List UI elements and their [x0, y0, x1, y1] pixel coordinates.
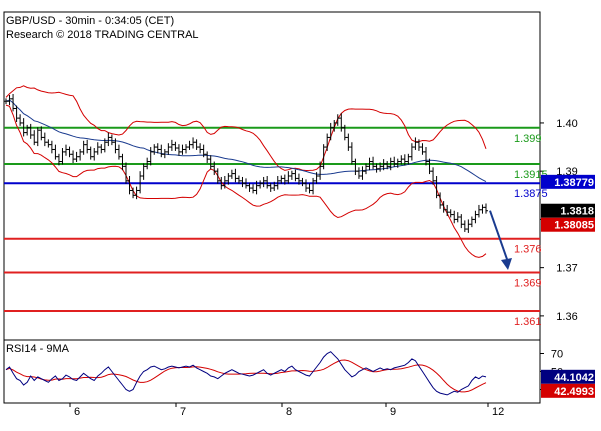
rsi-tag-label: 44.1042: [554, 372, 594, 384]
level-label: 1.361: [514, 316, 542, 328]
price-tag-box: [541, 174, 595, 189]
chart-title: GBP/USD - 30min - 0:34:05 (CET): [6, 15, 174, 27]
rsi-tags: 44.1042 42.4993: [541, 369, 595, 398]
rsi-title: RSI14 - 9MA: [6, 343, 70, 355]
rsi-line: [5, 351, 487, 396]
forecast-arrow: [489, 210, 512, 271]
rsi-tag-label: 42.4993: [554, 386, 594, 398]
time-axis: 6 7 8 9 12: [69, 403, 504, 418]
rsi-lines: [5, 351, 487, 396]
bollinger-bands: [5, 85, 487, 258]
arrow-head: [501, 258, 512, 271]
level-label: 1.376: [514, 244, 542, 256]
price-tick-label: 1.40: [556, 118, 577, 130]
price-tick-label: 1.37: [556, 263, 577, 275]
price-bars: [4, 94, 488, 233]
price-tick-label: 1.36: [556, 311, 577, 323]
rsi-tag-box: [541, 369, 595, 384]
price-tag-label: 1.3818: [560, 206, 594, 218]
price-tag-box: [541, 217, 595, 232]
rsi-panel-frame: [3, 339, 541, 404]
support-resistance-levels: 1.399 1.3915 1.3875 1.376 1.369 1.361: [4, 126, 548, 328]
lower-band: [5, 104, 487, 258]
level-label: 1.3915: [514, 169, 548, 181]
x-tick-label: 9: [390, 406, 396, 418]
arrow-shaft: [489, 210, 509, 263]
x-tick-label: 7: [180, 406, 186, 418]
rsi-ma-line: [5, 359, 487, 393]
price-panel-frame: [3, 11, 541, 341]
level-label: 1.3875: [514, 188, 548, 200]
price-tag-label: 1.38779: [554, 177, 594, 189]
price-tag-box: [541, 203, 595, 218]
price-tags: 1.38779 1.3818 1.38085: [541, 174, 595, 232]
chart-source: Research © 2018 TRADING CENTRAL: [6, 29, 199, 41]
level-label: 1.399: [514, 133, 542, 145]
upper-band: [5, 85, 487, 172]
x-tick-label: 12: [492, 406, 504, 418]
moving-average: [5, 99, 487, 183]
level-label: 1.369: [514, 277, 542, 289]
rsi-tick-label: 70: [551, 349, 563, 361]
price-tag-label: 1.38085: [554, 220, 594, 232]
rsi-tag-box: [541, 383, 595, 398]
x-tick-label: 6: [74, 406, 80, 418]
x-tick-label: 8: [286, 406, 292, 418]
